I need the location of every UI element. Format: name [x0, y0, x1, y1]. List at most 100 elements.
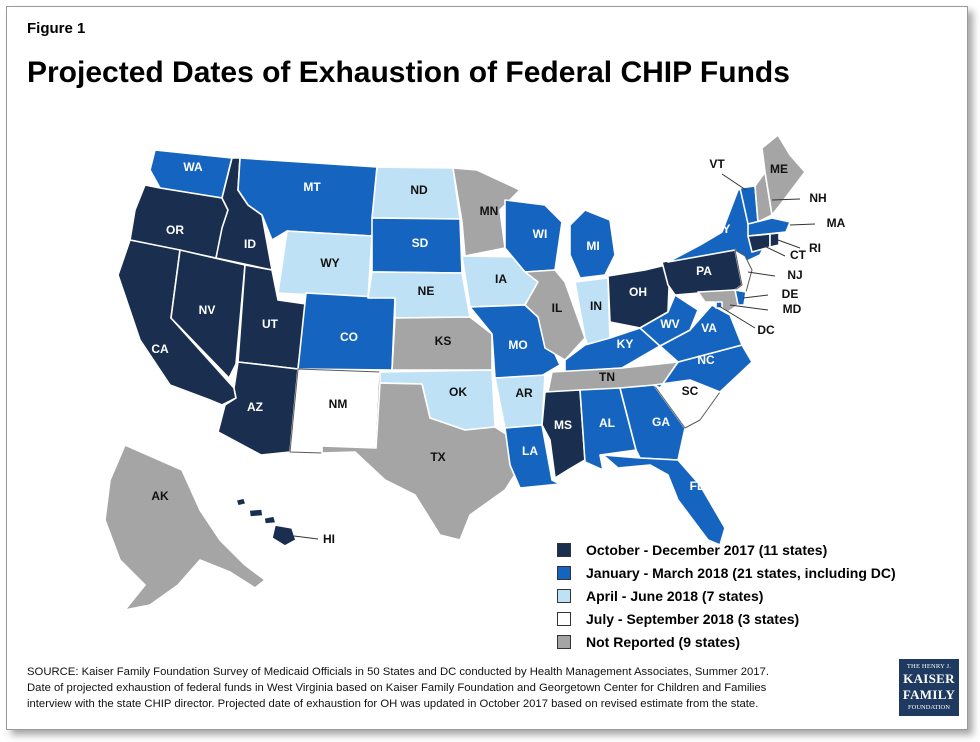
state-label-wi: WI — [533, 227, 548, 241]
source-line-1: SOURCE: Kaiser Family Foundation Survey … — [27, 666, 769, 678]
figure-label: Figure 1 — [27, 20, 86, 37]
state-label-wy: WY — [320, 256, 339, 270]
state-label-ak: AK — [151, 489, 169, 503]
state-label-tx: TX — [430, 450, 445, 464]
state-label-tn: TN — [599, 370, 615, 384]
callout-line-hi — [293, 535, 319, 540]
state-HI-island-1 — [235, 497, 247, 507]
state-WV — [639, 294, 699, 347]
legend-swatch — [557, 611, 571, 626]
state-label-oh: OH — [629, 285, 647, 299]
logo-line-3: FAMILY — [902, 687, 956, 702]
state-label-wa: WA — [183, 160, 203, 174]
state-label-ks: KS — [435, 334, 452, 348]
state-AR — [494, 374, 546, 429]
state-label-hi: HI — [323, 532, 335, 546]
callout-line-vt — [721, 173, 747, 191]
state-label-id: ID — [244, 237, 256, 251]
state-label-me: ME — [770, 162, 788, 176]
legend-swatch — [557, 542, 571, 557]
callout-line-nh — [771, 198, 801, 201]
callout-line-ma — [789, 223, 816, 226]
state-label-nc: NC — [697, 353, 715, 367]
state-label-az: AZ — [247, 400, 263, 414]
state-label-ok: OK — [449, 385, 467, 399]
state-label-in: IN — [590, 299, 602, 313]
callout-lines — [293, 173, 816, 540]
state-label-ar: AR — [515, 386, 533, 400]
state-KS — [391, 316, 493, 371]
state-HI-island-2 — [248, 508, 264, 518]
legend-label: April - June 2018 (7 states) — [586, 587, 764, 604]
state-label-md: MD — [783, 302, 802, 316]
state-label-co: CO — [340, 330, 358, 344]
logo-line-1: THE HENRY J. — [906, 663, 952, 670]
kff-logo: THE HENRY J. KAISER FAMILY FOUNDATION — [899, 659, 959, 716]
state-MA — [747, 217, 791, 237]
state-label-dc: DC — [757, 323, 775, 337]
state-label-ri: RI — [809, 241, 821, 255]
legend-swatch — [557, 634, 571, 649]
state-label-ny: NY — [714, 222, 731, 236]
state-label-il: IL — [552, 301, 563, 315]
state-label-vt: VT — [709, 157, 725, 171]
state-label-fl: FL — [690, 479, 705, 493]
state-label-ky: KY — [617, 337, 634, 351]
state-HI-island-3 — [263, 515, 277, 525]
state-MI — [569, 209, 616, 279]
state-label-nm: NM — [329, 397, 348, 411]
state-RI — [769, 232, 780, 248]
callout-line-de — [742, 294, 769, 299]
state-label-va: VA — [701, 321, 717, 335]
legend-label: January - March 2018 (21 states, includi… — [586, 564, 896, 581]
state-label-ma: MA — [827, 216, 846, 230]
legend: October - December 2017 (11 states) Janu… — [557, 538, 896, 653]
legend-item: April - June 2018 (7 states) — [557, 584, 896, 607]
state-label-sc: SC — [682, 384, 699, 398]
legend-swatch — [557, 588, 571, 603]
state-CT — [747, 233, 771, 253]
state-label-ne: NE — [418, 284, 435, 298]
state-label-mi: MI — [586, 239, 599, 253]
state-label-la: LA — [522, 444, 538, 458]
state-label-ia: IA — [495, 272, 507, 286]
figure-title: Projected Dates of Exhaustion of Federal… — [27, 56, 790, 89]
state-label-mt: MT — [303, 180, 321, 194]
state-labels: WA OR CA ID NV UT AZ MT WY CO NM ND SD N… — [151, 157, 845, 546]
legend-item: January - March 2018 (21 states, includi… — [557, 561, 896, 584]
state-label-sd: SD — [412, 236, 429, 250]
logo-line-4: FOUNDATION — [908, 704, 950, 711]
legend-item: Not Reported (9 states) — [557, 630, 896, 653]
callout-line-dc — [718, 305, 756, 329]
callout-line-md — [729, 304, 769, 311]
state-label-nj: NJ — [787, 268, 802, 282]
callout-line-ri — [777, 239, 801, 249]
state-label-nv: NV — [199, 303, 216, 317]
source-note: SOURCE: Kaiser Family Foundation Survey … — [27, 664, 907, 712]
state-label-ct: CT — [790, 248, 807, 262]
state-ME — [761, 134, 806, 216]
state-HI — [271, 524, 297, 547]
state-TX — [321, 382, 519, 541]
state-IL — [524, 269, 586, 361]
state-label-ca: CA — [151, 342, 169, 356]
state-label-al: AL — [599, 416, 615, 430]
legend-item: July - September 2018 (3 states) — [557, 607, 896, 630]
state-label-mo: MO — [508, 338, 527, 352]
callout-line-nj — [747, 271, 776, 277]
state-MN — [452, 167, 521, 257]
state-AK — [104, 444, 266, 611]
state-label-or: OR — [166, 223, 184, 237]
state-label-ms: MS — [554, 418, 572, 432]
states-layer — [104, 134, 806, 611]
source-line-3: interview with the state CHIP director. … — [27, 698, 759, 710]
legend-swatch — [557, 565, 571, 580]
logo-line-2: KAISER — [903, 671, 955, 686]
state-label-nd: ND — [410, 183, 428, 197]
state-NV — [170, 249, 246, 379]
source-line-2: Date of projected exhaustion of federal … — [27, 682, 767, 694]
state-label-wv: WV — [660, 317, 679, 331]
state-label-pa: PA — [696, 264, 712, 278]
state-label-mn: MN — [480, 204, 499, 218]
